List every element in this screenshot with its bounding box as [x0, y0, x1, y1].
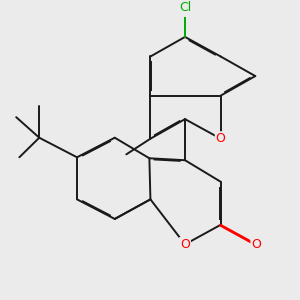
Text: O: O: [216, 132, 226, 145]
Text: O: O: [251, 238, 261, 251]
Text: Cl: Cl: [179, 1, 191, 14]
Text: O: O: [180, 238, 190, 251]
